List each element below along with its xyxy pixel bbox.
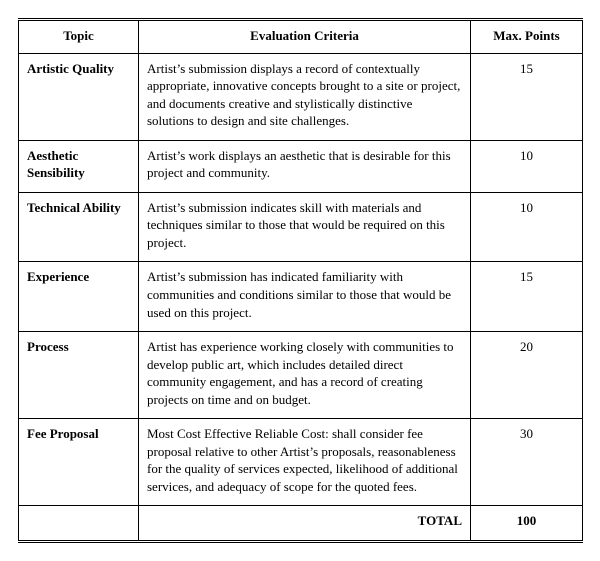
table-row: Experience Artist’s submission has indic… xyxy=(19,262,583,332)
cell-criteria: Artist’s submission indicates skill with… xyxy=(139,192,471,262)
total-label: TOTAL xyxy=(139,506,471,542)
cell-topic: Technical Ability xyxy=(19,192,139,262)
cell-points: 10 xyxy=(471,192,583,262)
total-value: 100 xyxy=(471,506,583,542)
table-row: Technical Ability Artist’s submission in… xyxy=(19,192,583,262)
cell-criteria: Artist’s submission has indicated famili… xyxy=(139,262,471,332)
cell-criteria: Artist’s submission displays a record of… xyxy=(139,53,471,140)
table-row: Fee Proposal Most Cost Effective Reliabl… xyxy=(19,419,583,506)
header-topic: Topic xyxy=(19,20,139,54)
header-criteria: Evaluation Criteria xyxy=(139,20,471,54)
cell-topic: Fee Proposal xyxy=(19,419,139,506)
evaluation-criteria-table: Topic Evaluation Criteria Max. Points Ar… xyxy=(18,18,583,543)
cell-topic: Experience xyxy=(19,262,139,332)
cell-points: 20 xyxy=(471,332,583,419)
table-header-row: Topic Evaluation Criteria Max. Points xyxy=(19,20,583,54)
total-empty-cell xyxy=(19,506,139,542)
table-row: Artistic Quality Artist’s submission dis… xyxy=(19,53,583,140)
cell-topic: Process xyxy=(19,332,139,419)
header-points: Max. Points xyxy=(471,20,583,54)
table-row: Aesthetic Sensibility Artist’s work disp… xyxy=(19,140,583,192)
cell-points: 15 xyxy=(471,53,583,140)
cell-criteria: Artist’s work displays an aesthetic that… xyxy=(139,140,471,192)
cell-points: 30 xyxy=(471,419,583,506)
cell-points: 10 xyxy=(471,140,583,192)
cell-topic: Aesthetic Sensibility xyxy=(19,140,139,192)
cell-criteria: Most Cost Effective Reliable Cost: shall… xyxy=(139,419,471,506)
cell-topic: Artistic Quality xyxy=(19,53,139,140)
cell-criteria: Artist has experience working closely wi… xyxy=(139,332,471,419)
table-total-row: TOTAL 100 xyxy=(19,506,583,542)
table-row: Process Artist has experience working cl… xyxy=(19,332,583,419)
cell-points: 15 xyxy=(471,262,583,332)
